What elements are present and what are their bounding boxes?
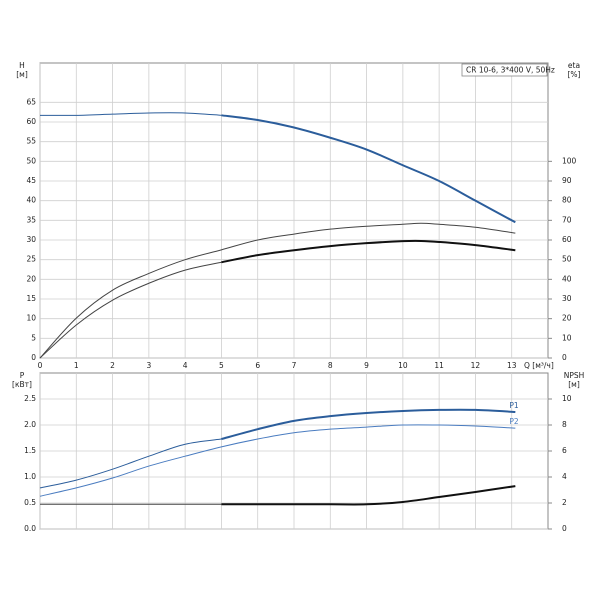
y-tick-label: 30	[26, 235, 36, 244]
y-tick-label: 0.5	[24, 498, 36, 507]
y-tick-label: 20	[26, 274, 36, 283]
y-tick-label: 1.0	[24, 472, 36, 481]
y2-tick-label: 40	[562, 274, 572, 283]
y-tick-label: 40	[26, 196, 36, 205]
y2-axis-label: NPSH	[564, 371, 585, 380]
y-axis-unit: [кВт]	[12, 380, 32, 389]
y-tick-label: 0	[31, 353, 36, 362]
y2-tick-label: 60	[562, 235, 572, 244]
curve	[39, 438, 222, 489]
y-axis-label: P	[20, 371, 25, 380]
y2-tick-label: 80	[562, 196, 572, 205]
y2-tick-label: 6	[562, 446, 567, 455]
y2-axis-label: eta	[568, 61, 580, 70]
y2-tick-label: 70	[562, 215, 572, 224]
curve	[221, 114, 516, 224]
y2-tick-label: 4	[562, 472, 567, 481]
y2-axis-unit: [м]	[568, 380, 580, 389]
y-tick-label: 5	[31, 333, 36, 342]
y-tick-label: 10	[26, 314, 36, 323]
title-box	[461, 63, 548, 77]
y-axis-label: H	[19, 61, 25, 70]
x-tick-label: 3	[146, 361, 151, 370]
y2-tick-label: 2	[562, 498, 567, 507]
x-tick-label: 12	[471, 361, 481, 370]
x-tick-label: 10	[398, 361, 408, 370]
y-tick-label: 1.5	[24, 446, 36, 455]
y-tick-label: 35	[26, 215, 36, 224]
y2-tick-label: 0	[562, 353, 567, 362]
curve	[39, 261, 222, 359]
x-tick-label: 1	[74, 361, 79, 370]
y-tick-label: 15	[26, 294, 36, 303]
y-tick-label: 2.0	[24, 420, 36, 429]
x-tick-label: 4	[183, 361, 188, 370]
x-tick-label: 2	[110, 361, 115, 370]
curve	[39, 222, 516, 359]
y-tick-label: 65	[26, 97, 36, 106]
y2-tick-label: 10	[562, 394, 572, 403]
x-tick-label: 7	[292, 361, 297, 370]
x-axis-label: Q [м³/ч]	[524, 361, 554, 370]
x-tick-label: 0	[38, 361, 43, 370]
y2-tick-label: 8	[562, 420, 567, 429]
y-tick-label: 25	[26, 255, 36, 264]
y2-tick-label: 50	[562, 255, 572, 264]
curve	[221, 408, 516, 441]
y2-tick-label: 10	[562, 333, 572, 342]
y-axis-unit: [м]	[16, 70, 28, 79]
x-tick-label: 8	[328, 361, 333, 370]
y2-tick-label: 30	[562, 294, 572, 303]
x-tick-label: 5	[219, 361, 224, 370]
y2-tick-label: 90	[562, 176, 572, 185]
curve-label: P1	[509, 401, 519, 410]
x-tick-label: 6	[255, 361, 260, 370]
y-tick-label: 50	[26, 156, 36, 165]
x-tick-label: 13	[507, 361, 517, 370]
y2-tick-label: 20	[562, 314, 572, 323]
x-tick-label: 9	[364, 361, 369, 370]
y-tick-label: 45	[26, 176, 36, 185]
curve	[39, 112, 222, 116]
y-tick-label: 60	[26, 117, 36, 126]
x-tick-label: 11	[434, 361, 444, 370]
y-tick-label: 55	[26, 137, 36, 146]
curve	[221, 239, 516, 264]
y2-tick-label: 100	[562, 156, 577, 165]
curve-label: P2	[509, 417, 519, 426]
curve	[39, 424, 516, 497]
y2-tick-label: 0	[562, 524, 567, 533]
y2-axis-unit: [%]	[568, 70, 581, 79]
curve	[221, 485, 516, 506]
y-tick-label: 2.5	[24, 394, 36, 403]
chart-title: CR 10-6, 3*400 V, 50Hz	[466, 66, 555, 75]
y-tick-label: 0.0	[24, 524, 36, 533]
